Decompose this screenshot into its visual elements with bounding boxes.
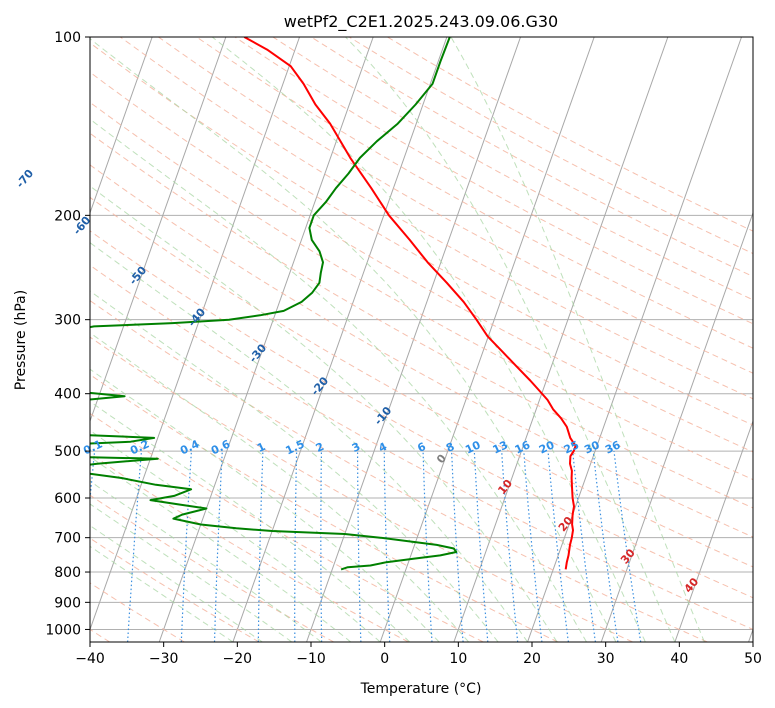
profile-line [243,37,577,570]
isotherm-line [232,37,448,642]
y-tick-label: 400 [54,387,81,403]
dry-adiabat-line [90,71,753,453]
mixing-ratio-line [547,451,569,642]
moist-adiabat-line [90,400,411,642]
chart-title: wetPf2_C2E1.2025.243.09.06.G30 [284,12,558,32]
moist-adiabat-line [90,118,587,642]
x-tick-label: 10 [449,651,467,667]
moist-adiabat-line [450,37,705,642]
x-axis-label: Temperature (°C) [360,681,482,697]
mixing-ratio-line [473,451,489,642]
y-tick-label: 900 [54,595,81,611]
series-layer [90,37,577,571]
moist-adiabat-line [90,242,528,642]
mixing-ratio-line [572,451,596,642]
dry-adiabat-line [90,132,753,509]
isotherm-line [90,37,301,631]
plot-area [0,37,753,642]
dry-adiabat-line [90,537,260,642]
y-axis-ticks: 100 200 300 400 500 600 700 800 900 1000 [45,30,90,638]
moist-adiabat-line [90,503,293,642]
isotherm-line [600,211,753,642]
mixing-ratio-label: 16 [513,438,533,456]
moist-adiabat-line [90,545,234,642]
y-tick-label: 600 [54,491,81,507]
isotherm-line [674,419,753,642]
x-tick-label: −10 [296,651,326,667]
moist-adiabat-line [90,332,469,642]
y-tick-label: 1000 [45,622,81,638]
background-lines [0,37,753,642]
dry-adiabat-line [90,300,708,642]
x-tick-label: 30 [597,651,615,667]
moist-adiabat-line [90,185,558,642]
dry-adiabat-line [158,37,753,374]
mixing-ratio-label: 25 [562,438,581,456]
moist-adiabat-line [345,37,676,642]
isotherm-line [0,37,5,642]
moist-adiabat-line [90,480,322,642]
dry-adiabat-line [90,494,335,642]
profile-line [90,37,458,571]
isotherm-label: -70 [14,167,37,191]
mixing-ratio-label: 36 [603,438,623,456]
x-axis-ticks: −40 −30 −20 −10 0 10 20 30 40 50 [75,642,762,667]
dry-adiabat-line [90,374,559,642]
plot-background [90,37,753,642]
y-tick-label: 700 [54,531,81,547]
dry-adiabat-line [196,37,753,349]
isotherm-line [90,37,153,215]
x-tick-label: −20 [223,651,253,667]
x-tick-label: −30 [149,651,179,667]
y-tick-label: 800 [54,565,81,581]
dry-adiabat-line [90,164,753,538]
dry-adiabat-line [272,37,753,301]
mixing-ratio-line [613,451,642,642]
plot-frame [89,36,754,643]
mixing-ratio-line [592,451,619,642]
dry-adiabat-line [90,264,753,630]
x-tick-label: −40 [75,651,105,667]
dry-adiabat-line [90,412,484,642]
x-tick-label: 0 [380,651,389,667]
y-tick-label: 100 [54,30,81,46]
mixing-ratio-line [501,451,519,642]
x-tick-label: 40 [670,651,688,667]
moist-adiabat-line [90,38,617,642]
mixing-ratio-label: 30 [582,438,602,456]
y-axis-label: Pressure (hPa) [13,290,29,390]
x-tick-label: 20 [523,651,541,667]
mixing-ratio-label: 20 [537,438,557,456]
dry-adiabat-line [90,101,753,481]
y-tick-label: 200 [54,208,81,224]
isotherm-line [0,37,79,642]
moist-adiabat-line [90,524,263,642]
mixing-ratio-label: 10 [463,438,483,456]
y-tick-label: 300 [54,313,81,329]
dry-adiabat-line [90,336,633,642]
y-tick-label: 500 [54,444,81,460]
dry-adiabat-line [90,230,753,599]
isotherm-line [90,37,227,423]
dry-adiabat-line [90,196,753,568]
x-tick-label: 50 [744,651,762,667]
moist-adiabat-line [90,429,381,642]
isotherm-line [379,37,595,642]
mixing-ratio-line [523,451,543,642]
mixing-ratio-label: 13 [491,438,510,456]
moist-adiabat-line [90,290,499,642]
